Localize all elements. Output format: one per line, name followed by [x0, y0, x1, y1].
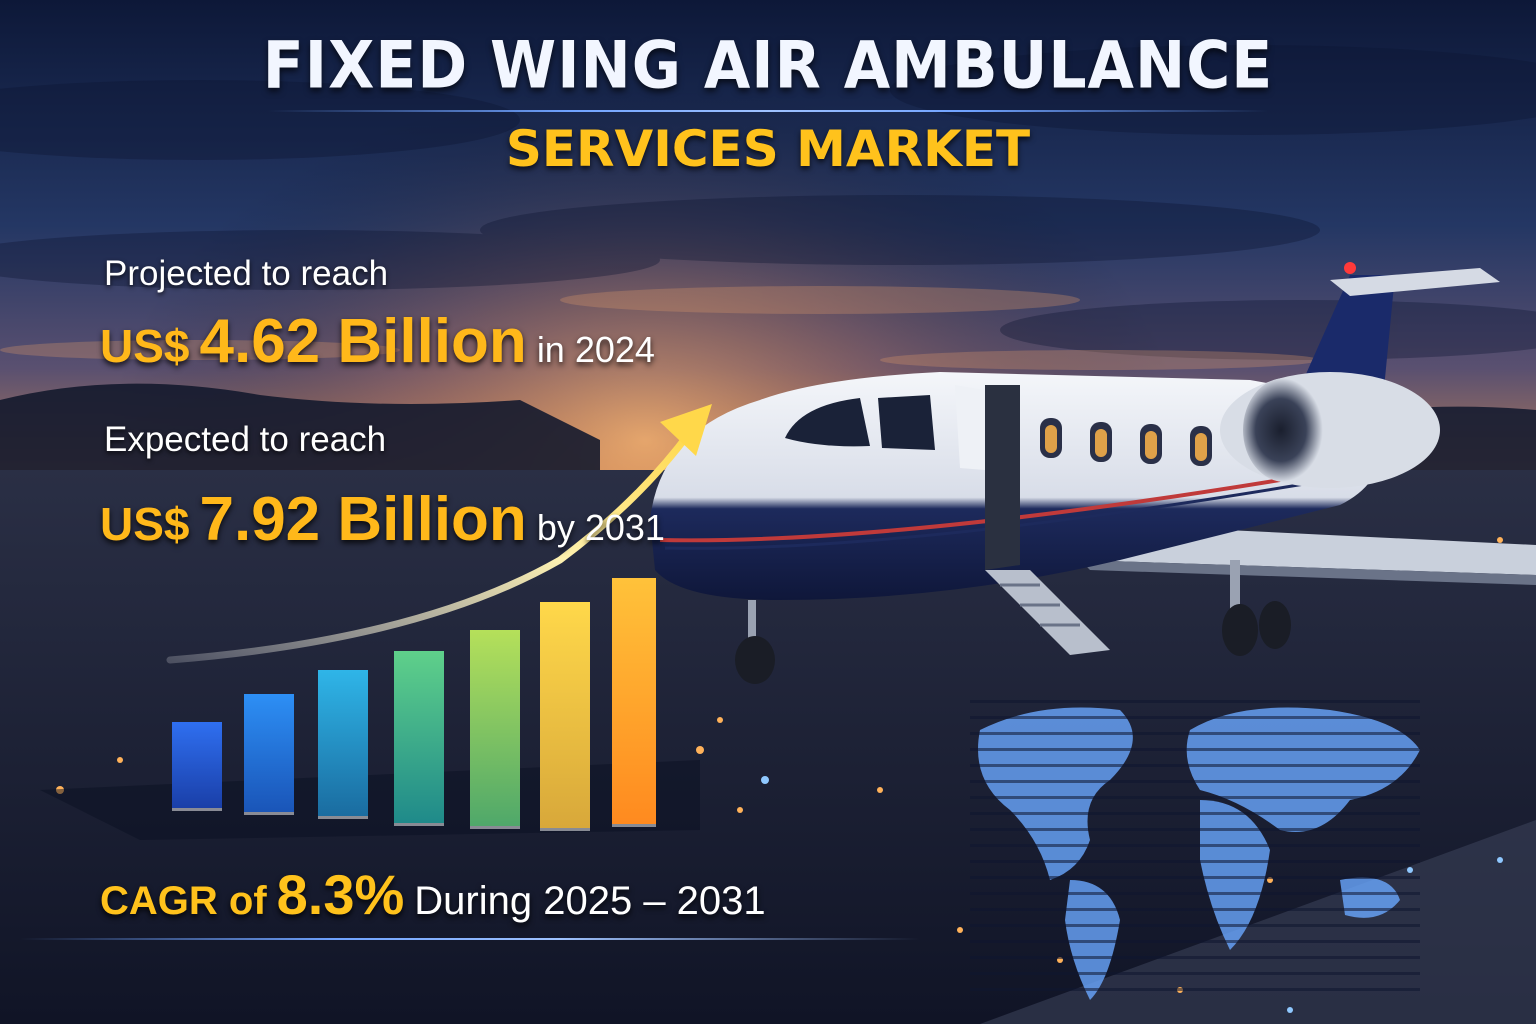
title-block: FIXED WING AIR AMBULANCE SERVICES MARKET — [0, 28, 1536, 180]
cagr-divider — [20, 938, 920, 940]
page-title: FIXED WING AIR AMBULANCE — [262, 28, 1274, 104]
growth-bar — [540, 602, 590, 828]
growth-bars — [40, 578, 700, 840]
page-subtitle: SERVICES MARKET — [505, 120, 1031, 178]
forecast-amount: 7.92 Billion — [199, 485, 527, 554]
upward-trend-arrow-icon — [166, 404, 712, 664]
cagr-prefix: CAGR of — [100, 879, 267, 923]
growth-bar — [244, 694, 294, 812]
growth-bar — [394, 651, 444, 823]
cagr-value: 8.3% — [276, 863, 405, 926]
medical-jet-illustration — [650, 262, 1536, 684]
current-amount: 4.62 Billion — [199, 307, 527, 376]
cagr-period: During 2025 – 2031 — [414, 879, 766, 923]
growth-bar — [470, 630, 520, 826]
current-value: US$ 4.62 Billion in 2024 — [100, 306, 655, 377]
growth-bar — [612, 578, 656, 824]
cagr-statement: CAGR of 8.3% During 2025 – 2031 — [100, 862, 766, 927]
forecast-currency: US$ — [100, 498, 190, 550]
current-currency: US$ — [100, 320, 190, 372]
title-divider — [268, 110, 1268, 112]
forecast-year: by 2031 — [536, 507, 665, 548]
forecast-value: US$ 7.92 Billion by 2031 — [100, 484, 665, 555]
current-year: in 2024 — [536, 329, 655, 370]
growth-bar — [172, 722, 222, 808]
current-value-label: Projected to reach — [104, 254, 389, 293]
forecast-value-label: Expected to reach — [104, 420, 387, 459]
growth-bar — [318, 670, 368, 816]
